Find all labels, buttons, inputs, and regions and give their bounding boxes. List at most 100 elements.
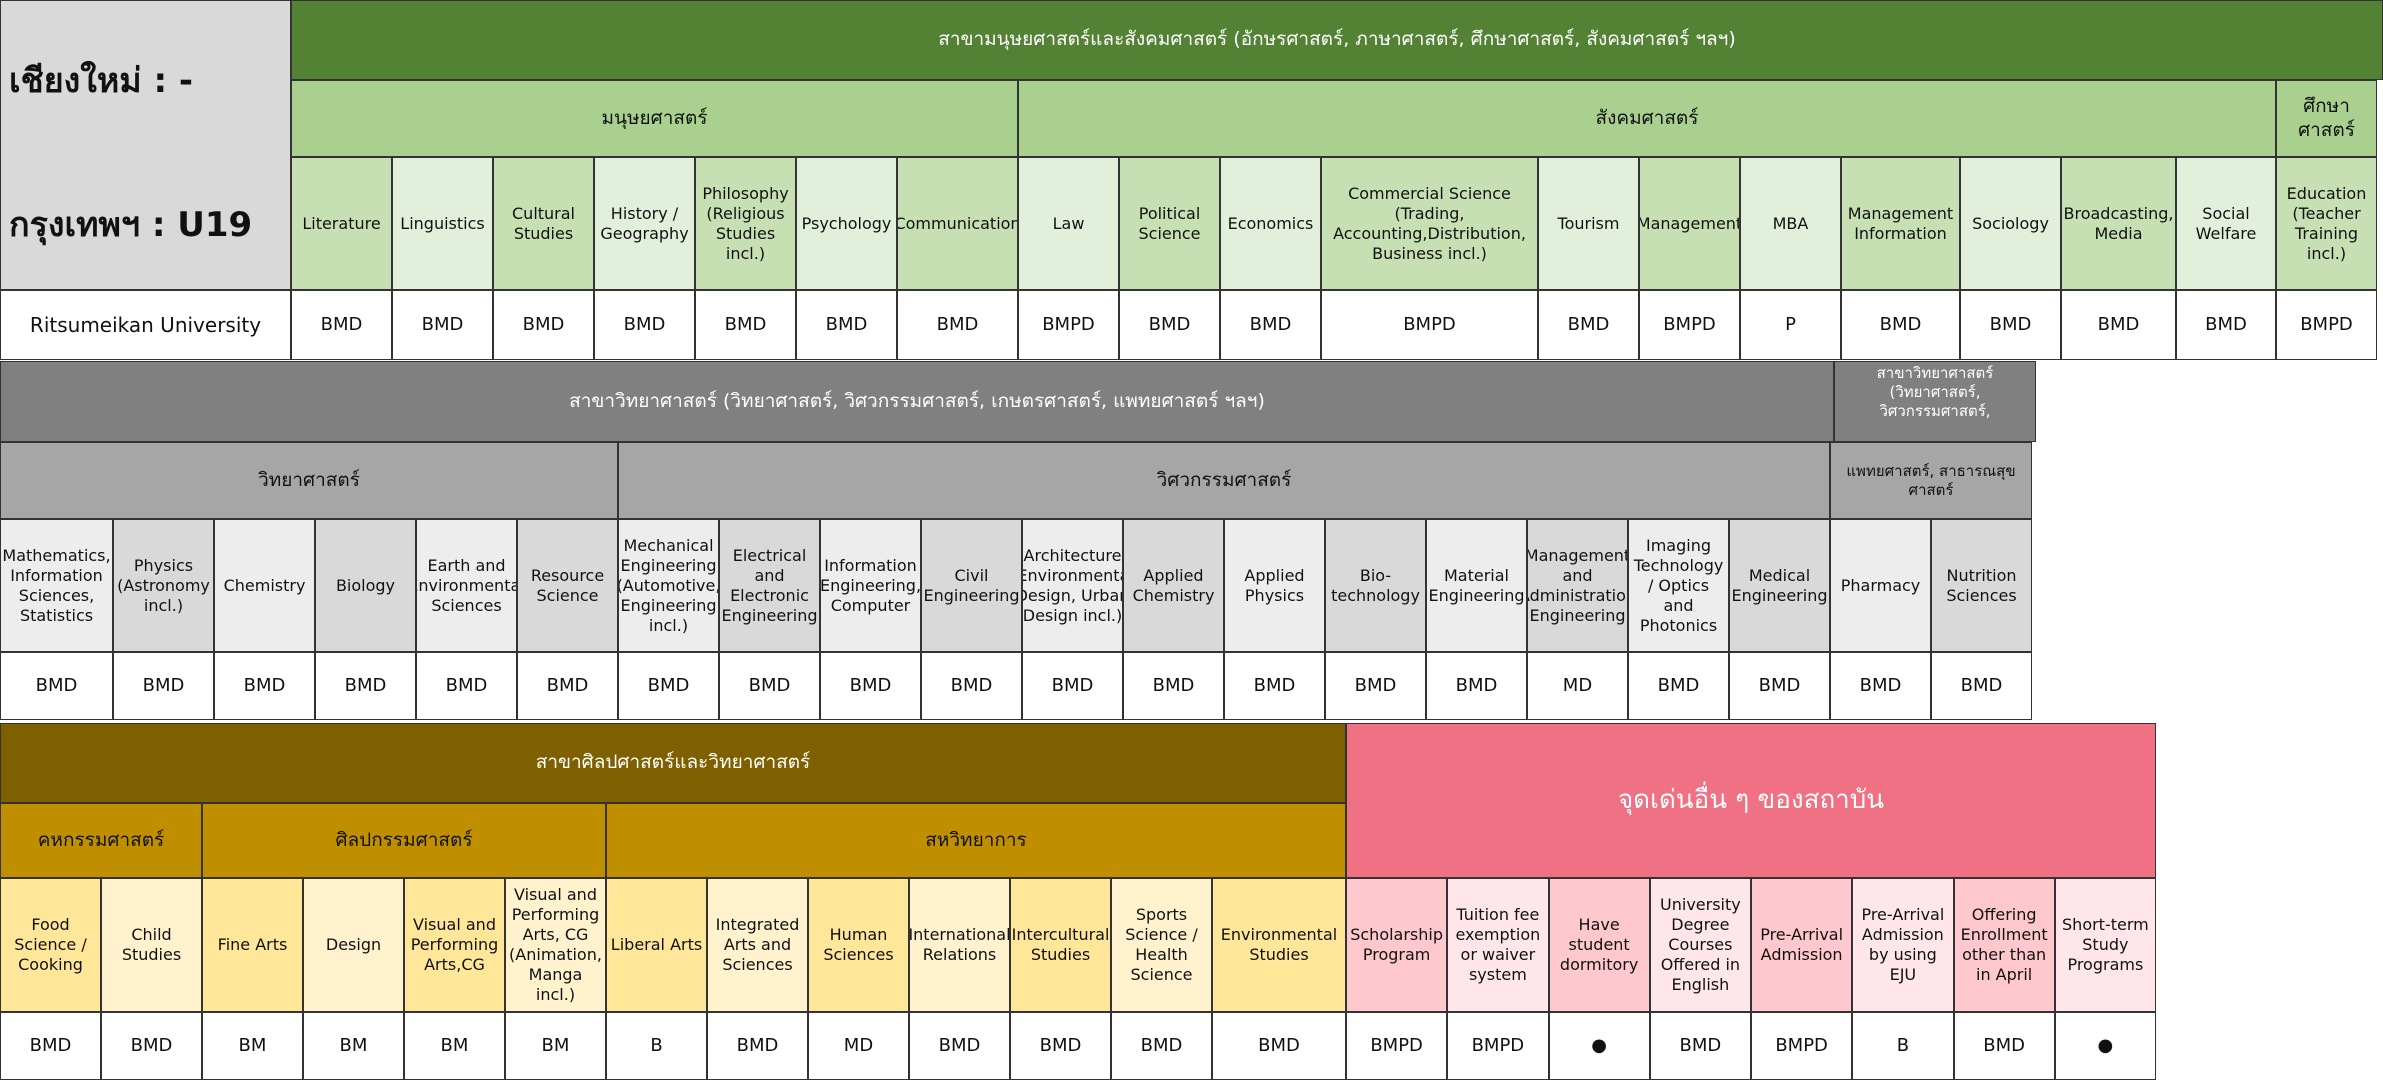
rating-cell: BMD	[392, 290, 493, 360]
rating-cell: BMD	[517, 652, 618, 720]
subject-header: Management	[1639, 157, 1740, 290]
subject-header: Integrated Arts and Sciences	[707, 878, 808, 1012]
rating-cell: BMD	[897, 290, 1018, 360]
subject-header: Earth and Environmental Sciences	[416, 519, 517, 652]
subject-header: International Relations	[909, 878, 1010, 1012]
group-header: แพทยศาสตร์, สาธารณสุขศาสตร์	[1830, 442, 2032, 519]
feature-value: ●	[2054, 1012, 2156, 1080]
subject-header: Visual and Performing Arts, CG (Animatio…	[505, 878, 606, 1012]
feature-header: Tuition fee exemption or waiver system	[1447, 878, 1549, 1012]
rating-cell: BMD	[416, 652, 517, 720]
rating-cell: BMD	[1010, 1012, 1111, 1080]
subject-header: Design	[303, 878, 404, 1012]
subject-header: Human Sciences	[808, 878, 909, 1012]
subject-header: Social Welfare	[2176, 157, 2276, 290]
subject-header: Mechanical Engineering (Automotive, Engi…	[618, 519, 719, 652]
rating-cell: BMD	[1224, 652, 1325, 720]
subject-header: Psychology	[796, 157, 897, 290]
subject-header: Medical Engineering	[1729, 519, 1830, 652]
feature-value: B	[1852, 1012, 1954, 1080]
subject-header: Sociology	[1960, 157, 2061, 290]
subject-header: Information Engineering, Computer	[820, 519, 921, 652]
rating-cell: BMPD	[2276, 290, 2377, 360]
subject-header: Environmental Studies	[1212, 878, 1346, 1012]
rating-cell: BMD	[796, 290, 897, 360]
rating-cell: BMD	[618, 652, 719, 720]
features-title: จุดเด่นอื่น ๆ ของสถาบัน	[1346, 723, 2156, 878]
rating-cell: BMD	[1960, 290, 2061, 360]
group-header: วิศวกรรมศาสตร์	[618, 442, 1830, 519]
subject-header: Civil Engineering	[921, 519, 1022, 652]
rating-cell: BMD	[0, 652, 113, 720]
rating-cell: BMD	[291, 290, 392, 360]
rating-cell: BM	[303, 1012, 404, 1080]
rating-cell: BMD	[1123, 652, 1224, 720]
rating-cell: BMD	[1729, 652, 1830, 720]
rating-cell: MD	[808, 1012, 909, 1080]
subject-header: Liberal Arts	[606, 878, 707, 1012]
group-header: สังคมศาสตร์	[1018, 80, 2276, 157]
feature-value: ●	[1548, 1012, 1650, 1080]
subject-header: Management and Administration Engineerin…	[1527, 519, 1628, 652]
rating-cell: P	[1740, 290, 1841, 360]
subject-header: History / Geography	[594, 157, 695, 290]
rating-cell: BMD	[921, 652, 1022, 720]
subject-header: Cultural Studies	[493, 157, 594, 290]
subject-header: Broadcasting, Media	[2061, 157, 2176, 290]
subject-header: Management Information	[1841, 157, 1960, 290]
bangkok-code: กรุงเทพฯ : U19	[9, 205, 253, 245]
rating-cell: BMD	[2176, 290, 2276, 360]
group-header: ศิลปกรรมศาสตร์	[202, 803, 606, 878]
subject-header: Bio-technology	[1325, 519, 1426, 652]
subject-header: Intercultural Studies	[1010, 878, 1111, 1012]
subject-header: Applied Chemistry	[1123, 519, 1224, 652]
subject-header: Political Science	[1119, 157, 1220, 290]
subject-header: Nutrition Sciences	[1931, 519, 2032, 652]
group-header: คหกรรมศาสตร์	[0, 803, 202, 878]
feature-header: Pre-Arrival Admission by using EJU	[1852, 878, 1954, 1012]
subject-header: Literature	[291, 157, 392, 290]
subject-header: Chemistry	[214, 519, 315, 652]
rating-cell: BM	[505, 1012, 606, 1080]
rating-cell: BMD	[0, 1012, 101, 1080]
rating-cell: BMD	[1220, 290, 1321, 360]
rating-cell: BMPD	[1321, 290, 1538, 360]
rating-cell: MD	[1527, 652, 1628, 720]
rating-cell: BMD	[1628, 652, 1729, 720]
rating-cell: BMD	[820, 652, 921, 720]
liberal-arts-title: สาขาศิลปศาสตร์และวิทยาศาสตร์	[0, 723, 1346, 803]
subject-header: Tourism	[1538, 157, 1639, 290]
rating-cell: BM	[404, 1012, 505, 1080]
subject-header: Sports Science / Health Science	[1111, 878, 1212, 1012]
feature-value: BMPD	[1751, 1012, 1853, 1080]
subject-header: Electrical and Electronic Engineering	[719, 519, 820, 652]
feature-header: Offering Enrollment other than in April	[1953, 878, 2055, 1012]
subject-header: Linguistics	[392, 157, 493, 290]
subject-header: Commercial Science (Trading, Accounting,…	[1321, 157, 1538, 290]
feature-header: Have student dormitory	[1548, 878, 1650, 1012]
subject-header: Visual and Performing Arts,CG	[404, 878, 505, 1012]
subject-header: Material Engineering	[1426, 519, 1527, 652]
feature-value: BMPD	[1346, 1012, 1448, 1080]
rating-cell: BMD	[1538, 290, 1639, 360]
header-corner: เชียงใหม่ : - กรุงเทพฯ : U19	[0, 0, 291, 290]
feature-value: BMD	[1649, 1012, 1751, 1080]
rating-cell: BMD	[1931, 652, 2032, 720]
humanities-social-title: สาขามนุษยศาสตร์และสังคมศาสตร์ (อักษรศาสต…	[291, 0, 2383, 80]
feature-value: BMD	[1953, 1012, 2055, 1080]
subject-header: Biology	[315, 519, 416, 652]
rating-cell: BMD	[1426, 652, 1527, 720]
rating-cell: BMD	[1830, 652, 1931, 720]
subject-header: Communication	[897, 157, 1018, 290]
subject-header: MBA	[1740, 157, 1841, 290]
subject-header: Resource Science	[517, 519, 618, 652]
group-header: มนุษยศาสตร์	[291, 80, 1018, 157]
rating-cell: BMD	[1841, 290, 1960, 360]
science-title: สาขาวิทยาศาสตร์ (วิทยาศาสตร์, วิศวกรรมศา…	[0, 361, 1834, 442]
subject-header: Economics	[1220, 157, 1321, 290]
subject-header: Applied Physics	[1224, 519, 1325, 652]
rating-cell: BMD	[1022, 652, 1123, 720]
subject-header: Physics (Astronomy incl.)	[113, 519, 214, 652]
feature-header: University Degree Courses Offered in Eng…	[1649, 878, 1751, 1012]
rating-cell: BMD	[493, 290, 594, 360]
